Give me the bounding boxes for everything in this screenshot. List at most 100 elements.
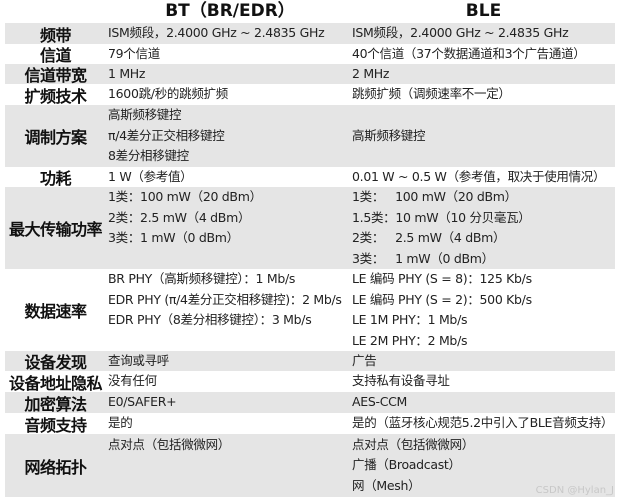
table-row: 功耗 1 W（参考值） 0.01 W ~ 0.5 W（参考值，取决于使用情况） <box>5 167 615 188</box>
ble-cell-line: 支持私有设备寻址 <box>352 373 450 389</box>
header-row: BT（BR/EDR） BLE <box>5 0 615 23</box>
bt-cell-line: EDR PHY (π/4差分正交相移键控)：2 Mb/s <box>108 291 342 307</box>
ble-cell-line: 40个信道（37个数据通道和3个广告通道） <box>352 45 586 61</box>
bt-cell-line: 1 MHz <box>108 65 146 81</box>
comparison-table: BT（BR/EDR） BLE 频带 ISM频段，2.4000 GHz ~ 2.48… <box>5 0 615 497</box>
table-row: 调制方案 高斯频移键控 π/4差分正交相移键控 8差分相移键控 高斯频移键控 <box>5 105 615 167</box>
bt-cell-line: 高斯频移键控 <box>108 107 182 123</box>
bt-cell: 查询或寻呼 <box>106 351 352 372</box>
ble-cell: 高斯频移键控 <box>352 126 615 147</box>
table-row: 信道 79个信道 40个信道（37个数据通道和3个广告通道） <box>5 44 615 65</box>
table-row: 数据速率 BR PHY（高斯频移键控）：1 Mb/s EDR PHY (π/4差分正… <box>5 269 615 351</box>
bt-cell-line <box>108 249 352 270</box>
row-label: 信道 <box>39 46 72 65</box>
watermark: CSDN @Hylan_J <box>535 485 614 496</box>
bt-cell: 1类：100 mW（20 dBm） 2类：2.5 mW（4 dBm） 3类：1 mW… <box>106 187 352 269</box>
bt-cell: ISM频段，2.4000 GHz ~ 2.4835 GHz <box>106 23 352 44</box>
table-row: 设备地址隐私 没有任何 支持私有设备寻址 <box>5 371 615 392</box>
bt-cell-line: 2类：2.5 mW（4 dBm） <box>108 209 251 225</box>
ble-cell-line: 0.01 W ~ 0.5 W（参考值，取决于使用情况） <box>352 168 606 184</box>
row-label: 信道带宽 <box>24 66 87 85</box>
row-label: 功耗 <box>39 169 72 188</box>
ble-cell: 1类： 100 mW（20 dBm） 1.5类：10 mW（10 分贝毫瓦） 2类：… <box>352 187 615 269</box>
ble-cell: 支持私有设备寻址 <box>352 371 615 392</box>
table-row: 最大传输功率 1类：100 mW（20 dBm） 2类：2.5 mW（4 dBm） 3… <box>5 187 615 269</box>
bt-cell: 点对点（包括微微网） <box>106 435 352 497</box>
header-ble: BLE <box>465 1 502 22</box>
row-label: 设备地址隐私 <box>8 373 103 393</box>
ble-cell-line: 跳频扩频（调频速率不一定） <box>352 86 511 102</box>
table-row: 设备发现 查询或寻呼 广告 <box>5 351 615 372</box>
bt-cell: 1 W（参考值） <box>106 167 352 188</box>
bt-cell-line <box>108 331 352 352</box>
bt-cell: 没有任何 <box>106 371 352 392</box>
ble-cell-line: 广告 <box>352 352 377 368</box>
ble-cell: 2 MHz <box>352 64 615 85</box>
table-row: 网络拓扑 点对点（包括微微网） 点对点（包括微微网） 广播（Broadcast） 网（M… <box>5 434 615 497</box>
ble-cell-line: 3类： 1 mW（0 dBm） <box>352 250 494 266</box>
row-label: 音频支持 <box>24 415 87 435</box>
ble-cell-line: 是的（蓝牙核心规范5.2中引入了BLE音频支持） <box>352 415 614 431</box>
row-label: 网络拓扑 <box>24 457 87 477</box>
ble-cell: 0.01 W ~ 0.5 W（参考值，取决于使用情况） <box>352 167 615 188</box>
ble-cell: 点对点（包括微微网） 广播（Broadcast） 网（Mesh） <box>352 435 615 497</box>
bt-cell-line: BR PHY（高斯频移键控）：1 Mb/s <box>108 271 296 286</box>
table-row: 信道带宽 1 MHz 2 MHz <box>5 64 615 85</box>
ble-cell-line: LE 编码 PHY (S = 2)：500 Kb/s <box>352 291 532 307</box>
row-label: 数据速率 <box>24 302 87 321</box>
row-label: 扩频技术 <box>24 86 87 106</box>
ble-cell-line: 点对点（包括微微网） <box>352 436 475 452</box>
ble-cell: AES-CCM <box>352 392 615 413</box>
bt-cell-line: 1 W（参考值） <box>108 168 193 184</box>
bt-cell-line: 8差分相移键控 <box>108 148 189 164</box>
header-bt: BT（BR/EDR） <box>165 1 295 22</box>
ble-cell-line: LE 1M PHY：1 Mb/s <box>352 312 468 327</box>
ble-cell: ISM频段，2.4000 GHz ~ 2.4835 GHz <box>352 23 615 44</box>
bt-cell: 1600跳/秒的跳频扩频 <box>106 84 352 105</box>
bt-cell-line <box>108 476 352 497</box>
ble-cell: 是的（蓝牙核心规范5.2中引入了BLE音频支持） <box>352 413 615 434</box>
row-label: 调制方案 <box>24 128 87 147</box>
ble-cell-line: 1.5类：10 mW（10 分贝毫瓦） <box>352 209 531 225</box>
ble-cell-line: 2类： 2.5 mW（4 dBm） <box>352 230 506 245</box>
ble-cell-line: LE 编码 PHY (S = 8)：125 Kb/s <box>352 271 532 286</box>
bt-cell-line: 是的 <box>108 415 133 431</box>
ble-cell-line: LE 2M PHY：2 Mb/s <box>352 332 468 348</box>
bt-cell-line: 79个信道 <box>108 45 160 61</box>
bt-cell-line: 没有任何 <box>108 373 157 389</box>
ble-cell-line: 广播（Broadcast） <box>352 457 461 473</box>
bt-cell: BR PHY（高斯频移键控）：1 Mb/s EDR PHY (π/4差分正交相移键… <box>106 269 352 351</box>
ble-cell: 广告 <box>352 351 615 372</box>
bt-cell: 1 MHz <box>106 64 352 85</box>
ble-cell: 40个信道（37个数据通道和3个广告通道） <box>352 44 615 65</box>
bt-cell-line: 1类：100 mW（20 dBm） <box>108 189 262 204</box>
bt-cell: 是的 <box>106 413 352 434</box>
bt-cell-line: 查询或寻呼 <box>108 352 170 368</box>
bt-cell: 79个信道 <box>106 44 352 65</box>
table-row: 加密算法 E0/SAFER+ AES-CCM <box>5 392 615 414</box>
ble-cell-line: 2 MHz <box>352 65 390 81</box>
bt-cell: 高斯频移键控 π/4差分正交相移键控 8差分相移键控 <box>106 105 352 167</box>
bt-cell-line: ISM频段，2.4000 GHz ~ 2.4835 GHz <box>108 25 325 41</box>
bt-cell-line: 点对点（包括微微网） <box>108 436 231 452</box>
row-label: 设备发现 <box>24 353 87 372</box>
row-label: 最大传输功率 <box>8 220 103 239</box>
ble-cell-line: 网（Mesh） <box>352 477 421 493</box>
ble-cell-line: 高斯频移键控 <box>352 127 426 143</box>
table-row: 音频支持 是的 是的（蓝牙核心规范5.2中引入了BLE音频支持） <box>5 413 615 434</box>
bt-cell-line: 1600跳/秒的跳频扩频 <box>108 86 228 102</box>
ble-cell-line: AES-CCM <box>352 394 408 410</box>
bt-cell-line: π/4差分正交相移键控 <box>108 127 225 143</box>
ble-cell-line: 1类： 100 mW（20 dBm） <box>352 189 517 204</box>
bt-cell-line: E0/SAFER+ <box>108 394 177 410</box>
table-row: 频带 ISM频段，2.4000 GHz ~ 2.4835 GHz ISM频段，2.4… <box>5 23 615 45</box>
row-label: 频带 <box>39 25 72 45</box>
bt-cell-line: EDR PHY（8差分相移键控）：3 Mb/s <box>108 312 312 327</box>
ble-cell: LE 编码 PHY (S = 8)：125 Kb/s LE 编码 PHY (S =… <box>352 269 615 351</box>
bt-cell-line: 3类：1 mW（0 dBm） <box>108 230 239 245</box>
bt-cell: E0/SAFER+ <box>106 392 352 413</box>
ble-cell: 跳频扩频（调频速率不一定） <box>352 84 615 105</box>
ble-cell-line: ISM频段，2.4000 GHz ~ 2.4835 GHz <box>352 25 569 41</box>
table-row: 扩频技术 1600跳/秒的跳频扩频 跳频扩频（调频速率不一定） <box>5 84 615 105</box>
bt-cell-line <box>108 455 352 476</box>
